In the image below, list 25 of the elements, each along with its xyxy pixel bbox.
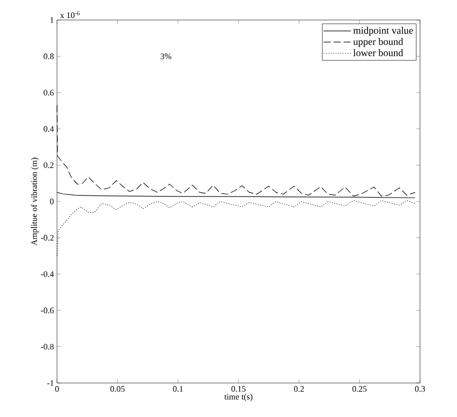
y-tick-label: 0.2: [44, 162, 54, 168]
y-tick-label: 0.4: [44, 126, 54, 132]
y-tick-label: -0.4: [40, 271, 54, 277]
y-tick-label: 0.6: [44, 90, 54, 96]
x-tick-label: 0: [55, 386, 59, 392]
x-tick-label: 0.3: [415, 386, 425, 392]
text: x 10$^{-6}$: [60, 11, 80, 18]
y-tick-label: 0.8: [44, 53, 54, 60]
x-axis-title: time t(s): [224, 394, 252, 402]
y-tick-label: -1: [47, 380, 54, 386]
legend-label: upper bound: [353, 38, 404, 48]
x-tick-label: 0.2: [294, 386, 304, 392]
annotation: 3%: [160, 53, 172, 60]
legend-label: midpoint value: [353, 26, 413, 36]
x-tick-label: 0.25: [352, 386, 367, 392]
x-tick-label: 0.05: [110, 386, 125, 392]
y-tick-label: -0.8: [40, 344, 54, 350]
x-tick-label: 0.15: [231, 386, 246, 392]
x-tick-label: 0.1: [173, 386, 183, 392]
y-axis-title: Amplitue of vibration (m): [30, 158, 39, 246]
y-tick-label: -0.2: [40, 234, 54, 241]
legend-label: lower bound: [353, 49, 404, 56]
y-tick-label: 1: [50, 17, 54, 23]
y-tick-label: -0.6: [40, 308, 54, 314]
y-tick-label: 0: [50, 198, 54, 204]
